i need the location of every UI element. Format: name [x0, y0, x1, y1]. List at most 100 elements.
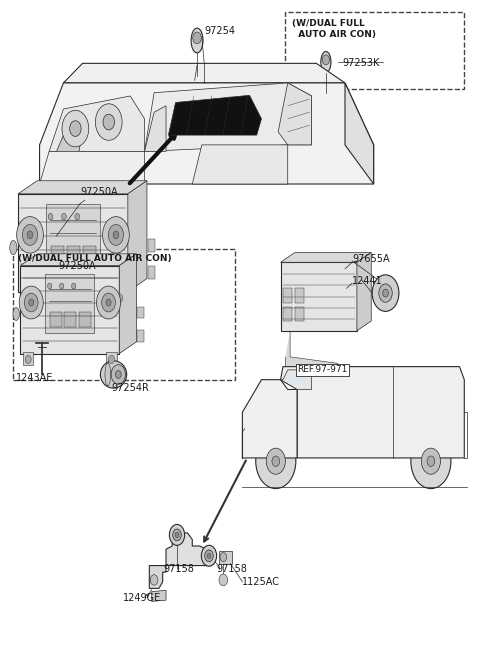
Circle shape [27, 231, 33, 239]
Bar [148, 240, 155, 252]
Text: (W/DUAL FULL
  AUTO AIR CON): (W/DUAL FULL AUTO AIR CON) [292, 19, 376, 39]
Circle shape [96, 103, 122, 140]
Circle shape [102, 293, 115, 312]
Circle shape [201, 546, 216, 566]
Text: 1243AE: 1243AE [16, 373, 53, 383]
Circle shape [48, 283, 52, 289]
Text: 12441: 12441 [352, 276, 383, 286]
Bar [23, 352, 34, 365]
Bar [281, 262, 357, 331]
Circle shape [70, 121, 81, 136]
Circle shape [29, 299, 34, 306]
Polygon shape [166, 533, 211, 565]
Text: 97158: 97158 [216, 564, 247, 574]
Circle shape [411, 434, 451, 489]
Circle shape [116, 371, 121, 379]
Circle shape [108, 356, 115, 364]
Circle shape [23, 225, 37, 246]
Bar [218, 551, 232, 563]
Bar [148, 265, 155, 278]
Circle shape [17, 217, 43, 253]
Text: 97250A: 97250A [80, 187, 118, 197]
Circle shape [372, 275, 399, 311]
Bar [50, 246, 64, 262]
Text: REF.97-971: REF.97-971 [297, 365, 348, 375]
Ellipse shape [105, 363, 111, 386]
Circle shape [75, 214, 80, 220]
Polygon shape [39, 151, 144, 184]
Polygon shape [345, 83, 373, 184]
Circle shape [61, 214, 66, 220]
Circle shape [111, 365, 125, 384]
Circle shape [207, 553, 211, 558]
FancyBboxPatch shape [13, 250, 235, 380]
Bar [21, 265, 119, 354]
Polygon shape [119, 253, 136, 354]
Bar [137, 330, 144, 342]
Bar [21, 290, 33, 305]
Text: (W/DUAL FULL AUTO AIR CON): (W/DUAL FULL AUTO AIR CON) [18, 254, 172, 263]
Circle shape [103, 217, 129, 253]
Polygon shape [281, 252, 371, 262]
Bar [46, 274, 95, 333]
Bar [295, 288, 304, 303]
Circle shape [322, 55, 330, 65]
Bar [107, 352, 117, 365]
Circle shape [220, 553, 227, 561]
Bar [137, 307, 144, 318]
Ellipse shape [321, 52, 331, 73]
Bar [114, 290, 125, 305]
Circle shape [113, 231, 119, 239]
Circle shape [169, 525, 185, 546]
Circle shape [427, 456, 435, 466]
Polygon shape [357, 252, 371, 331]
Circle shape [383, 289, 388, 297]
Bar [300, 375, 312, 386]
Circle shape [421, 448, 441, 474]
Bar [67, 246, 80, 262]
Bar [295, 307, 304, 321]
Bar [83, 246, 96, 262]
Bar [393, 373, 424, 409]
Polygon shape [242, 380, 297, 458]
Text: 1249GE: 1249GE [123, 593, 161, 603]
Circle shape [193, 32, 201, 44]
Text: 97655A: 97655A [352, 254, 390, 264]
Circle shape [62, 110, 89, 147]
Bar [283, 307, 292, 321]
Polygon shape [285, 331, 357, 415]
Circle shape [25, 356, 31, 364]
Circle shape [116, 293, 122, 303]
Bar [50, 312, 62, 328]
Polygon shape [144, 105, 166, 151]
Bar [355, 373, 388, 409]
Circle shape [266, 448, 285, 474]
Text: 1125AC: 1125AC [242, 577, 280, 587]
Bar [18, 194, 128, 291]
Circle shape [256, 434, 296, 489]
Ellipse shape [191, 28, 203, 53]
Bar [64, 312, 76, 328]
Ellipse shape [10, 240, 17, 255]
Circle shape [204, 550, 213, 561]
Circle shape [108, 225, 123, 246]
Polygon shape [128, 181, 147, 291]
Text: 97254: 97254 [204, 26, 235, 36]
Circle shape [24, 293, 38, 312]
Circle shape [272, 456, 280, 466]
Polygon shape [54, 132, 83, 158]
FancyBboxPatch shape [285, 12, 464, 90]
Circle shape [379, 284, 392, 302]
Circle shape [48, 214, 53, 220]
Circle shape [24, 293, 30, 303]
Circle shape [96, 286, 120, 319]
Polygon shape [18, 181, 147, 194]
Bar [319, 381, 331, 393]
Text: 97158: 97158 [164, 564, 194, 574]
Circle shape [173, 529, 181, 541]
Polygon shape [149, 565, 166, 588]
Ellipse shape [100, 361, 127, 388]
Circle shape [72, 283, 76, 289]
Polygon shape [281, 370, 312, 390]
Polygon shape [21, 253, 136, 265]
